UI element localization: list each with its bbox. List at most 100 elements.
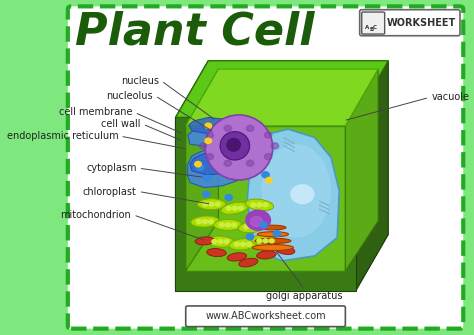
Circle shape — [224, 125, 231, 131]
Ellipse shape — [191, 216, 219, 227]
Polygon shape — [175, 118, 356, 291]
FancyBboxPatch shape — [360, 10, 460, 36]
Circle shape — [238, 206, 244, 210]
Circle shape — [235, 242, 239, 246]
Circle shape — [260, 222, 267, 228]
Circle shape — [205, 138, 211, 143]
Polygon shape — [186, 69, 378, 126]
Ellipse shape — [256, 251, 276, 259]
Circle shape — [241, 242, 246, 246]
Ellipse shape — [257, 232, 289, 237]
Ellipse shape — [205, 115, 273, 180]
Circle shape — [250, 225, 255, 229]
FancyBboxPatch shape — [68, 6, 463, 329]
Circle shape — [250, 216, 263, 226]
Text: nucleus: nucleus — [121, 76, 159, 86]
Ellipse shape — [214, 219, 242, 230]
Text: endoplasmic reticulum: endoplasmic reticulum — [7, 131, 118, 141]
Circle shape — [251, 203, 256, 207]
Polygon shape — [175, 61, 208, 291]
Circle shape — [256, 225, 261, 229]
Circle shape — [232, 206, 237, 210]
Circle shape — [226, 206, 231, 210]
Circle shape — [273, 230, 281, 237]
Circle shape — [232, 223, 237, 227]
Text: cell wall: cell wall — [101, 119, 141, 129]
Circle shape — [246, 160, 254, 166]
Circle shape — [212, 240, 217, 244]
Circle shape — [196, 219, 201, 223]
Polygon shape — [247, 129, 339, 261]
Ellipse shape — [220, 132, 250, 160]
Ellipse shape — [238, 221, 266, 233]
Circle shape — [206, 132, 213, 138]
Text: Plant Cell: Plant Cell — [75, 11, 315, 54]
Text: mitochondrion: mitochondrion — [61, 210, 131, 220]
Circle shape — [204, 175, 211, 181]
Circle shape — [202, 219, 208, 223]
Ellipse shape — [245, 199, 273, 211]
Circle shape — [246, 125, 254, 131]
Ellipse shape — [253, 245, 293, 251]
Ellipse shape — [251, 235, 280, 247]
Circle shape — [226, 223, 230, 227]
Ellipse shape — [255, 238, 291, 244]
Text: www.ABCworksheet.com: www.ABCworksheet.com — [205, 311, 326, 321]
Ellipse shape — [226, 138, 241, 152]
Circle shape — [244, 225, 249, 229]
Circle shape — [202, 191, 210, 197]
Ellipse shape — [221, 202, 249, 214]
Ellipse shape — [229, 239, 257, 250]
Polygon shape — [188, 127, 233, 147]
Circle shape — [206, 154, 213, 159]
Circle shape — [209, 202, 214, 206]
Ellipse shape — [262, 144, 331, 238]
Circle shape — [224, 160, 231, 166]
Ellipse shape — [227, 253, 246, 261]
Ellipse shape — [206, 236, 235, 247]
FancyBboxPatch shape — [362, 12, 385, 34]
Ellipse shape — [275, 246, 295, 255]
Text: golgi apparatus: golgi apparatus — [266, 291, 343, 301]
Circle shape — [264, 132, 272, 138]
Polygon shape — [189, 118, 231, 134]
Text: nucleolus: nucleolus — [106, 91, 153, 101]
Circle shape — [196, 164, 204, 171]
Polygon shape — [175, 61, 388, 118]
Text: B: B — [369, 27, 373, 32]
Text: cell membrane: cell membrane — [59, 108, 133, 118]
Polygon shape — [175, 234, 388, 291]
Circle shape — [246, 234, 254, 240]
Circle shape — [209, 219, 214, 223]
Circle shape — [263, 239, 268, 243]
Ellipse shape — [197, 199, 226, 210]
FancyBboxPatch shape — [186, 306, 346, 327]
Ellipse shape — [260, 225, 286, 230]
Polygon shape — [346, 69, 378, 271]
Text: A: A — [365, 25, 369, 30]
Circle shape — [257, 203, 262, 207]
Circle shape — [265, 178, 272, 183]
Text: cytoplasm: cytoplasm — [86, 163, 137, 173]
Text: chloroplast: chloroplast — [83, 187, 137, 197]
Circle shape — [264, 154, 272, 159]
Circle shape — [271, 143, 279, 149]
Text: C: C — [373, 25, 377, 30]
Text: WORKSHEET: WORKSHEET — [387, 18, 456, 28]
Circle shape — [199, 143, 207, 149]
Circle shape — [291, 185, 314, 204]
Circle shape — [257, 239, 262, 243]
Circle shape — [269, 239, 274, 243]
Circle shape — [225, 195, 232, 201]
Text: vacuole: vacuole — [431, 92, 469, 103]
Circle shape — [262, 172, 269, 178]
Polygon shape — [186, 69, 219, 271]
Circle shape — [215, 202, 220, 206]
Polygon shape — [186, 126, 346, 271]
Ellipse shape — [195, 237, 215, 245]
Circle shape — [205, 123, 211, 128]
Circle shape — [219, 223, 224, 227]
Circle shape — [224, 240, 229, 244]
Circle shape — [218, 240, 223, 244]
Polygon shape — [356, 61, 388, 291]
